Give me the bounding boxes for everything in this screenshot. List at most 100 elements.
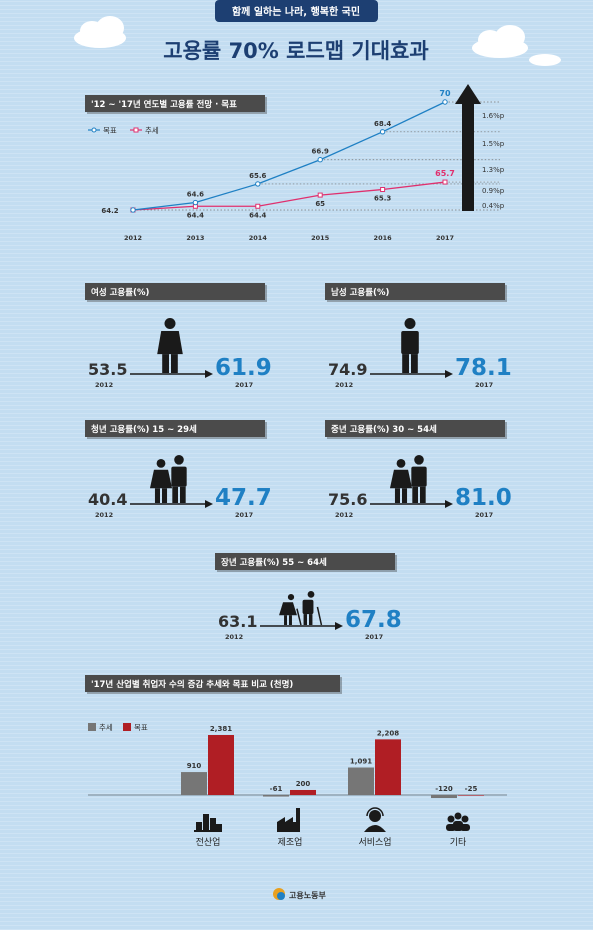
icon-part [316, 606, 323, 626]
point [379, 129, 386, 135]
end-year: 2017 [475, 381, 493, 389]
x-tick-label: 2012 [124, 234, 142, 242]
data-label: 70 [439, 89, 451, 98]
icon-part [172, 486, 178, 503]
icon-part [396, 459, 406, 468]
section-title: 장년 고용률(%) 55 ~ 64세 [221, 557, 327, 568]
x-tick-label: 서비스업 [358, 837, 391, 848]
icon-part [203, 814, 209, 830]
data-label: 64.2 [101, 207, 118, 215]
arrow-head [455, 84, 481, 104]
start-year: 2012 [95, 511, 113, 519]
x-tick-label: 2015 [311, 234, 330, 242]
data-label: 200 [296, 780, 311, 788]
data-label: 65.3 [374, 195, 391, 203]
section-title: 남성 고용률(%) [331, 287, 389, 298]
section-title: '17년 산업별 취업자 수의 증감 추세와 목표 비교 (천명) [91, 679, 293, 690]
person-icon [171, 455, 187, 503]
icon-part [156, 459, 166, 468]
series-line [132, 101, 446, 211]
icon-part [277, 808, 300, 832]
icon-part [412, 486, 418, 503]
bar [458, 795, 484, 796]
start-year: 2012 [335, 381, 353, 389]
data-label: 910 [187, 762, 202, 770]
footer-logo: 고용노동부 [289, 890, 326, 900]
person-icon [411, 455, 427, 503]
person-icon [401, 318, 419, 373]
data-label: 65 [315, 200, 325, 208]
section-title: 청년 고용률(%) 15 ~ 29세 [91, 424, 197, 435]
icon-part [171, 354, 178, 373]
end-year: 2017 [365, 633, 383, 641]
icon-part [279, 602, 297, 616]
legend-label: 목표 [103, 126, 117, 135]
start-value: 75.6 [328, 490, 367, 509]
main-title: 고용률 70% 로드맵 기대효과 [163, 39, 428, 63]
icon-part [364, 825, 386, 832]
person-icon [279, 594, 302, 626]
start-year: 2012 [335, 511, 353, 519]
start-value: 53.5 [88, 360, 127, 379]
point [380, 187, 386, 192]
arrow-head [335, 622, 343, 630]
icon-part [404, 318, 416, 329]
icon-part [162, 354, 169, 373]
point [442, 99, 448, 105]
point [317, 192, 323, 198]
x-tick-label: 2014 [249, 234, 268, 242]
start-year: 2012 [225, 633, 243, 641]
x-tick-label: 제조업 [278, 837, 303, 848]
icon-part [402, 488, 408, 503]
icon-part [302, 599, 314, 615]
icon-part [453, 821, 463, 831]
arrow-head [205, 370, 213, 378]
section-title: 중년 고용률(%) 30 ~ 54세 [331, 424, 437, 435]
data-label: 2,381 [210, 725, 232, 733]
bar [431, 795, 457, 799]
arrow-head [445, 370, 453, 378]
start-value: 74.9 [328, 360, 367, 379]
legend-label: 목표 [134, 723, 148, 732]
legend-marker [133, 127, 139, 133]
icon-part [164, 318, 176, 329]
icon-part [411, 466, 427, 487]
point [442, 179, 448, 185]
end-value: 67.8 [345, 607, 402, 633]
gap-annotation: 0.4%p [482, 202, 505, 210]
section-title: 여성 고용률(%) [91, 287, 149, 298]
data-label: 68.4 [374, 120, 391, 128]
point [255, 203, 261, 209]
category-icon [277, 808, 300, 832]
section-tab [85, 420, 265, 437]
arrow-body [462, 100, 474, 211]
point [192, 199, 199, 206]
bar [208, 735, 234, 795]
section-tab [85, 283, 265, 300]
icon-part [180, 486, 186, 503]
section-tab [85, 675, 340, 692]
data-label: 1,091 [350, 758, 372, 766]
section-tab [325, 283, 505, 300]
x-tick-label: 2013 [186, 234, 204, 242]
icon-part [149, 469, 173, 489]
x-tick-label: 2016 [374, 234, 393, 242]
bar [181, 772, 207, 795]
icon-part [414, 455, 424, 465]
data-label: 65.7 [435, 169, 455, 178]
legend-swatch [88, 723, 96, 731]
icon-part [210, 818, 216, 830]
data-label: 66.9 [312, 148, 329, 156]
icon-part [157, 331, 183, 355]
x-tick-label: 전산업 [196, 837, 221, 848]
start-value: 40.4 [88, 490, 127, 509]
x-tick-label: 기타 [450, 837, 467, 848]
data-label: 65.6 [249, 172, 266, 180]
icon-part [461, 815, 469, 823]
point [255, 181, 261, 187]
gap-annotation: 1.5%p [482, 140, 505, 148]
bar [375, 739, 401, 795]
end-year: 2017 [235, 511, 253, 519]
bar [290, 789, 316, 795]
